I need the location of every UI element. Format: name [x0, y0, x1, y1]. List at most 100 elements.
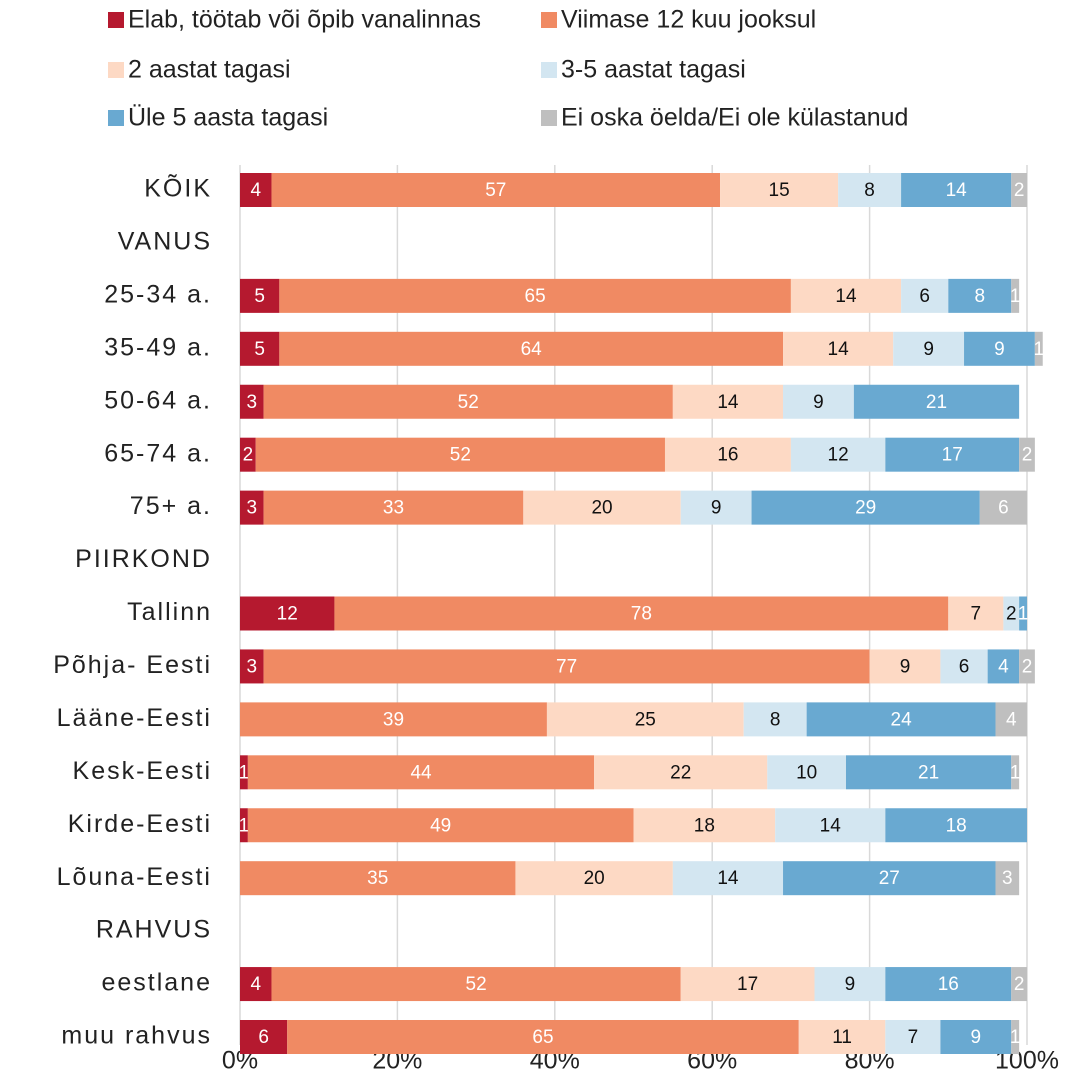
data-label: 57: [485, 180, 506, 201]
data-label: 65: [525, 286, 546, 307]
data-label: 4: [250, 180, 261, 201]
data-label: 49: [430, 815, 451, 836]
data-label: 1: [1010, 762, 1021, 783]
data-label: 1: [239, 815, 250, 836]
bar-segment: [1003, 596, 1020, 631]
bar-segment: [334, 596, 949, 631]
bar-segment: [672, 861, 784, 896]
bar-segment: [987, 649, 1020, 684]
data-label: 78: [631, 604, 652, 625]
data-label: 14: [835, 286, 857, 307]
data-label: 9: [845, 974, 856, 995]
data-label: 20: [584, 868, 605, 889]
data-label: 9: [923, 339, 934, 360]
data-label: 6: [258, 1027, 269, 1048]
data-label: 8: [770, 709, 781, 730]
data-label: 17: [942, 445, 963, 466]
data-label: 1: [1034, 339, 1045, 360]
data-label: 8: [974, 286, 985, 307]
bar-segment: [523, 490, 681, 525]
category-label: muu rahvus: [61, 1022, 212, 1050]
data-label: 9: [994, 339, 1005, 360]
bar-segment: [240, 861, 516, 896]
bar-segment: [767, 755, 846, 790]
category-label: Kesk-Eesti: [73, 757, 212, 785]
data-label: 14: [820, 815, 842, 836]
bar-segment: [814, 967, 886, 1002]
data-label: 18: [946, 815, 967, 836]
bar-segment: [240, 596, 335, 631]
data-label: 52: [450, 445, 471, 466]
data-label: 12: [277, 604, 298, 625]
data-label: 22: [670, 762, 691, 783]
bar-segment: [633, 808, 776, 843]
bar-segment: [279, 278, 791, 313]
bar-segment: [680, 490, 752, 525]
category-label: Tallinn: [127, 598, 212, 626]
data-label: 6: [998, 498, 1009, 519]
bar-segment: [240, 1020, 288, 1054]
data-label: 18: [694, 815, 715, 836]
bar-segment: [279, 331, 784, 366]
data-label: 64: [521, 339, 543, 360]
bar-segment: [979, 490, 1027, 525]
bar-segment: [255, 437, 665, 472]
bar-segment: [901, 173, 1012, 207]
bar-segment: [515, 861, 673, 896]
bar-segment: [948, 596, 1004, 631]
data-label: 7: [971, 604, 982, 625]
bar-segment: [845, 755, 1012, 790]
bar-segment: [240, 384, 264, 419]
bar-segment: [869, 649, 941, 684]
bar-segment: [247, 755, 595, 790]
bar-segment: [271, 173, 721, 207]
data-label: 9: [900, 656, 911, 677]
data-label: 3: [247, 498, 258, 519]
data-label: 2: [1022, 656, 1033, 677]
bar-segment: [664, 437, 791, 472]
data-label: 4: [1006, 709, 1017, 730]
bar-segment: [546, 702, 744, 737]
bar-segment: [1011, 967, 1027, 1002]
data-label: 17: [737, 974, 758, 995]
bar-segment: [775, 808, 886, 843]
bar-segment: [247, 808, 634, 843]
bar-segment: [1019, 596, 1027, 631]
data-label: 2: [1022, 445, 1033, 466]
data-label: 1: [1018, 604, 1029, 625]
bar-segment: [240, 278, 280, 313]
bar-segment: [240, 967, 272, 1002]
bar-segment: [240, 490, 264, 525]
data-label: 15: [769, 180, 790, 201]
category-label: Kirde-Eesti: [68, 810, 212, 838]
bar-segment: [995, 702, 1027, 737]
bar-segment: [783, 384, 854, 419]
bar-segment: [240, 437, 256, 472]
data-label: 14: [717, 392, 739, 413]
bar-segment: [838, 173, 902, 207]
category-label: 65-74 a.: [104, 439, 212, 467]
bar-segment: [240, 173, 272, 207]
bar-segment: [940, 1020, 1012, 1054]
category-label: VANUS: [118, 228, 212, 256]
data-label: 5: [254, 339, 265, 360]
data-label: 8: [864, 180, 875, 201]
data-label: 2: [1006, 604, 1017, 625]
category-label: 75+ a.: [130, 492, 212, 520]
legend-swatch: [108, 110, 124, 126]
data-label: 4: [250, 974, 261, 995]
legend-label: Üle 5 aasta tagasi: [128, 104, 328, 132]
bar-segment: [720, 173, 839, 207]
bar-segment: [240, 649, 264, 684]
data-label: 35: [367, 868, 388, 889]
data-label: 44: [410, 762, 432, 783]
data-label: 33: [383, 498, 404, 519]
bar-segment: [751, 490, 980, 525]
bar-segment: [743, 702, 807, 737]
legend-swatch: [541, 110, 557, 126]
bar-segment: [271, 967, 681, 1002]
legend-label: 3-5 aastat tagasi: [561, 56, 746, 84]
data-label: 4: [998, 656, 1009, 677]
data-label: 3: [247, 392, 258, 413]
data-label: 9: [711, 498, 722, 519]
